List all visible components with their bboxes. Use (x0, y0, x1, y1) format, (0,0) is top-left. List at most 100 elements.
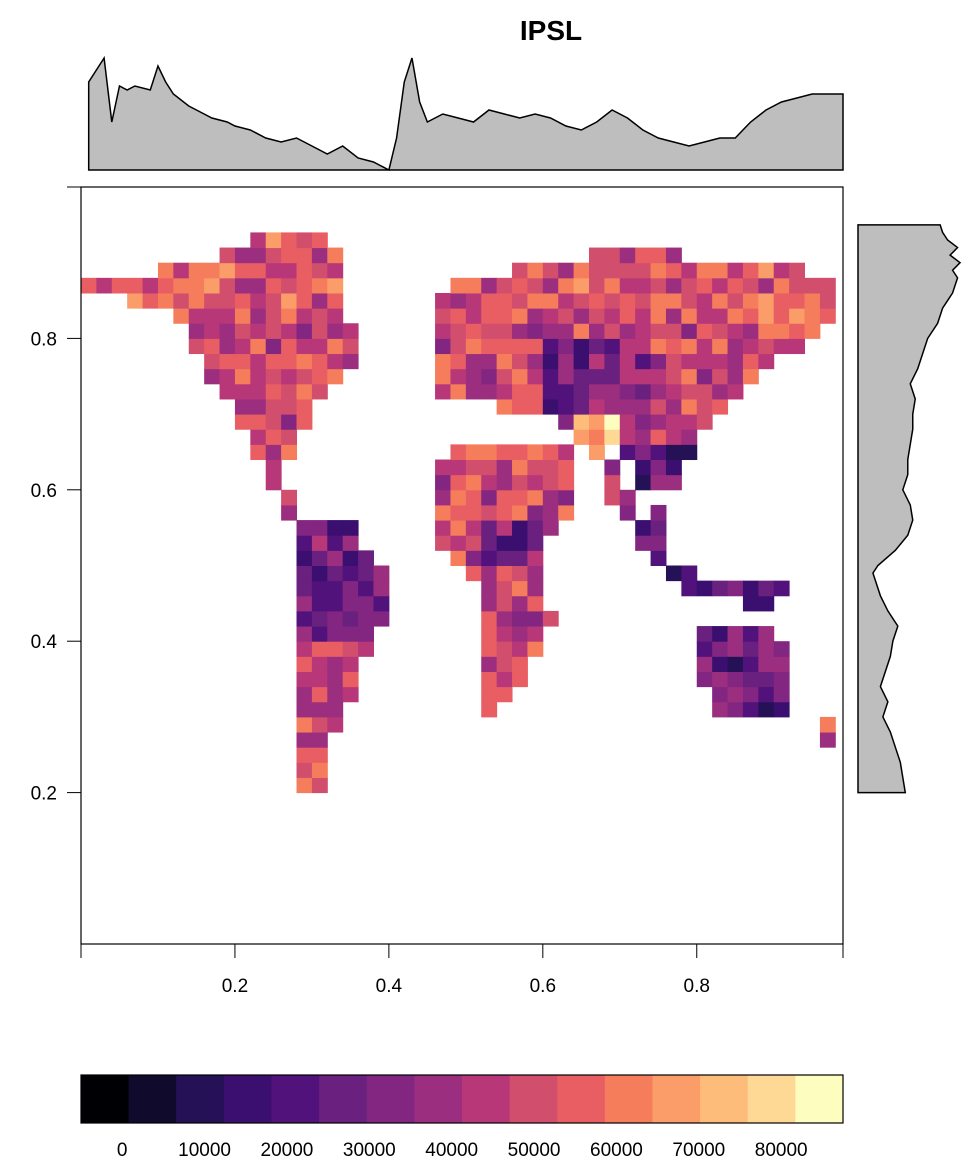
heatmap-cell (696, 338, 713, 355)
heatmap-cell (450, 368, 467, 385)
heatmap-cell (727, 353, 744, 370)
heatmap-cell (512, 550, 528, 566)
heatmap-cell (250, 232, 267, 249)
heatmap-cell (712, 398, 729, 415)
color-scale-swatch (319, 1075, 368, 1123)
heatmap-cell (327, 550, 344, 566)
heatmap-cell (296, 338, 313, 355)
heatmap-cell (296, 368, 313, 385)
heatmap-cell (173, 262, 190, 279)
heatmap-cell (665, 308, 682, 324)
heatmap-cell (712, 671, 729, 688)
heatmap-cell (558, 277, 575, 294)
heatmap-cell (450, 292, 467, 309)
heatmap-cell (481, 671, 498, 688)
heatmap-cell (435, 489, 451, 506)
heatmap-cell (311, 580, 328, 597)
color-scale-swatch (700, 1075, 749, 1123)
heatmap-cell (712, 323, 729, 339)
heatmap-cell (696, 641, 713, 657)
heatmap-cell (450, 338, 467, 355)
heatmap-cell (450, 444, 467, 461)
heatmap-cell (527, 277, 544, 294)
color-scale-swatch (271, 1075, 320, 1123)
heatmap-cell (481, 277, 498, 294)
heatmap-cell (696, 626, 713, 642)
heatmap-cell (742, 353, 759, 370)
heatmap-cell (773, 262, 790, 279)
heatmap-cell (142, 277, 159, 294)
heatmap-cell (188, 323, 205, 339)
heatmap-cell (358, 565, 374, 582)
heatmap-cell (281, 414, 298, 430)
heatmap-cell (296, 383, 313, 400)
heatmap-cell (219, 277, 236, 294)
heatmap-cell (573, 323, 590, 339)
heatmap-cell (281, 292, 298, 309)
heatmap-cell (558, 262, 575, 279)
heatmap-cell (742, 308, 759, 324)
heatmap-cell (527, 292, 544, 309)
heatmap-cell (204, 353, 221, 370)
heatmap-cell (481, 686, 498, 703)
heatmap-cell (512, 383, 528, 400)
heatmap-cell (296, 656, 313, 672)
heatmap-cell (527, 641, 544, 657)
heatmap-cell (327, 338, 344, 355)
heatmap-cell (542, 262, 559, 279)
heatmap-cell (265, 368, 282, 385)
heatmap-cell (789, 338, 806, 355)
heatmap-cell (758, 641, 775, 657)
heatmap-cell (296, 247, 313, 264)
heatmap-cell (635, 277, 652, 294)
heatmap-cell (481, 489, 498, 506)
heatmap-cell (727, 323, 744, 339)
heatmap-cell (619, 368, 636, 385)
heatmap-cell (696, 580, 713, 597)
color-scale-tick-label: 50000 (508, 1140, 561, 1161)
heatmap-cell (250, 368, 267, 385)
heatmap-cell (296, 747, 313, 763)
heatmap-cell (650, 444, 667, 461)
heatmap-cell (481, 641, 498, 657)
heatmap-cell (450, 383, 467, 400)
heatmap-cell (727, 686, 744, 703)
heatmap-cell (450, 489, 467, 506)
heatmap-cell (496, 580, 513, 597)
heatmap-cell (496, 489, 513, 506)
heatmap-cell (696, 383, 713, 400)
heatmap-cell (311, 338, 328, 355)
heatmap-cell (296, 641, 313, 657)
heatmap-cell (696, 398, 713, 415)
heatmap-cell (773, 671, 790, 688)
heatmap-cell (604, 429, 621, 445)
heatmap-cell (589, 308, 605, 324)
heatmap-cell (589, 262, 605, 279)
heatmap-cell (512, 580, 528, 597)
heatmap-cell (173, 308, 190, 324)
heatmap-cell (635, 414, 652, 430)
heatmap-cell (696, 323, 713, 339)
heatmap-cell (665, 444, 682, 461)
heatmap-cell (573, 277, 590, 294)
heatmap-cell (681, 308, 698, 324)
heatmap-cell (465, 520, 482, 536)
heatmap-cell (665, 474, 682, 491)
heatmap-cell (311, 368, 328, 385)
right-marginal-area (857, 224, 962, 794)
heatmap-cell (665, 368, 682, 385)
heatmap-cell (496, 277, 513, 294)
heatmap-cell (650, 535, 667, 551)
heatmap-cell (712, 292, 729, 309)
heatmap-cell (327, 308, 344, 324)
heatmap-cell (558, 489, 575, 506)
heatmap-cell (311, 323, 328, 339)
heatmap-cell (727, 368, 744, 385)
heatmap-cell (758, 277, 775, 294)
heatmap-cell (496, 671, 513, 688)
heatmap-cell (512, 277, 528, 294)
heatmap-cell (696, 353, 713, 370)
heatmap-cell (435, 368, 451, 385)
heatmap-cell (296, 398, 313, 415)
heatmap-cell (573, 429, 590, 445)
